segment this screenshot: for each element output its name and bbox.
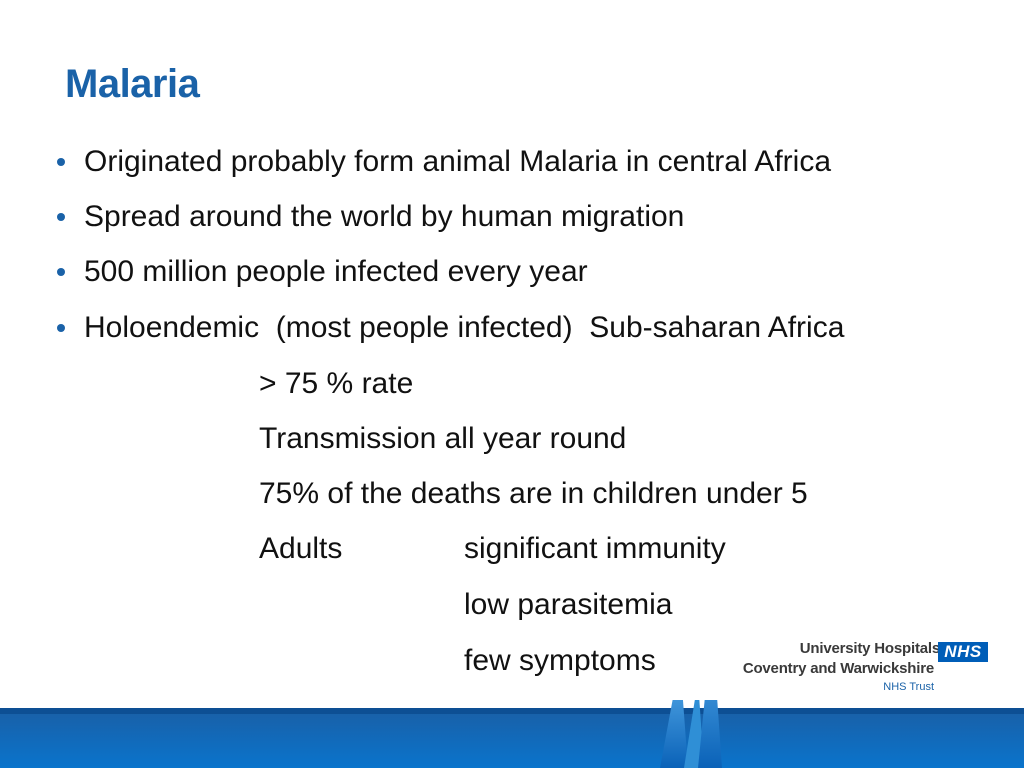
footer-top-stripe (0, 708, 1024, 714)
adults-item: low parasitemia (464, 588, 673, 621)
bullet-item: 500 million people infected every year (84, 255, 588, 288)
bullet-dot (57, 213, 65, 221)
nhs-logo: NHS (938, 642, 988, 662)
adults-item: few symptoms (464, 644, 656, 677)
bullet-item: Spread around the world by human migrati… (84, 200, 685, 233)
bullet-dot (57, 324, 65, 332)
adults-item: significant immunity (464, 532, 726, 565)
sub-point: Transmission all year round (259, 422, 627, 455)
logo-org-line2: Coventry and Warwickshire (742, 660, 934, 677)
bullet-item: Originated probably form animal Malaria … (84, 145, 831, 178)
bullet-dot (57, 268, 65, 276)
adults-label: Adults (259, 532, 343, 565)
footer-band (0, 700, 1024, 768)
bullet-item: Holoendemic (most people infected) Sub-s… (84, 311, 845, 344)
footer-bar (0, 708, 1024, 768)
spire-icon (684, 700, 704, 768)
spire-icon (660, 700, 688, 768)
spire-icon (698, 700, 722, 768)
sub-point: > 75 % rate (259, 367, 414, 400)
logo-trust-text: NHS Trust (883, 681, 934, 693)
logo-org-line1: University Hospitals (799, 640, 940, 657)
bullet-dot (57, 158, 65, 166)
slide-title: Malaria (65, 62, 200, 106)
sub-point: 75% of the deaths are in children under … (259, 477, 808, 510)
